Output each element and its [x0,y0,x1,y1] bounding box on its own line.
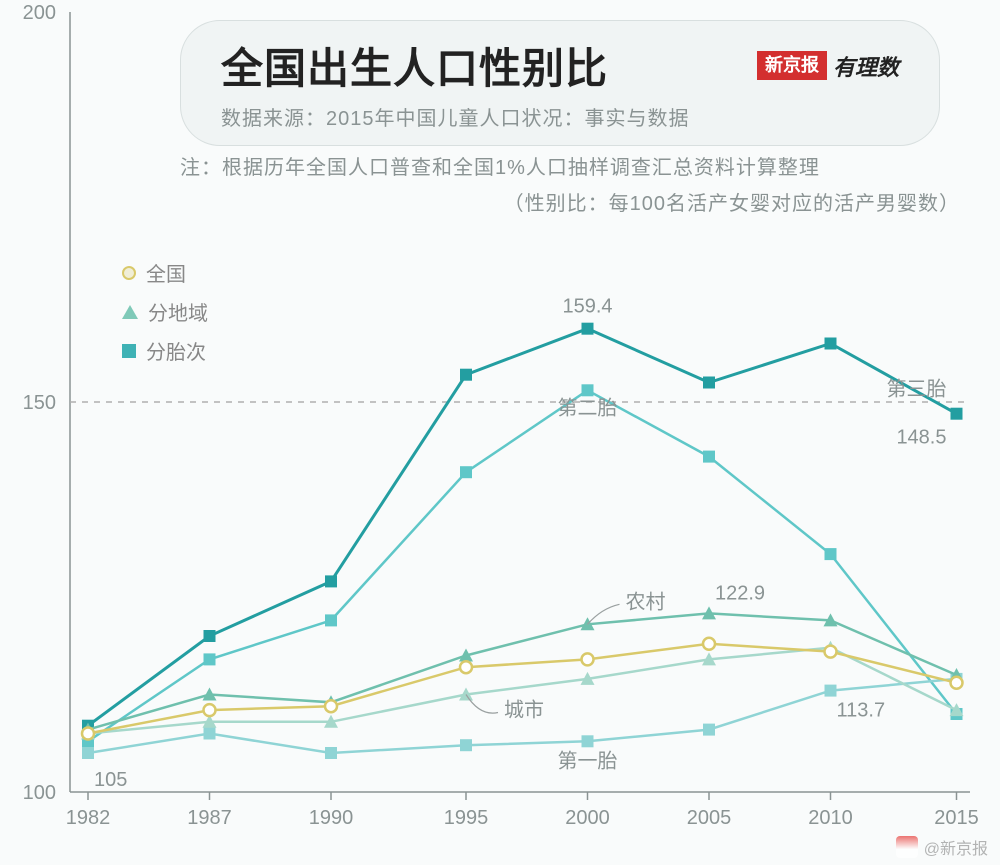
watermark-logo-icon [896,836,918,858]
svg-text:城市: 城市 [504,699,544,722]
svg-text:1990: 1990 [309,807,354,829]
svg-text:1982: 1982 [66,807,111,829]
svg-text:113.7: 113.7 [837,700,886,722]
watermark-text: @新京报 [924,835,988,859]
svg-text:2015: 2015 [934,807,979,829]
svg-text:1995: 1995 [444,807,489,829]
svg-text:100: 100 [23,782,56,804]
svg-text:150: 150 [23,392,56,414]
svg-text:2005: 2005 [687,807,732,829]
watermark: @新京报 [896,835,988,859]
svg-text:2010: 2010 [808,807,853,829]
svg-text:第三胎: 第三胎 [887,378,947,401]
svg-text:148.5: 148.5 [896,427,946,449]
svg-text:122.9: 122.9 [715,582,765,604]
line-chart: 100 150 200 1982 1987 1990 1995 2000 2005 2010 201… [0,0,1000,865]
svg-text:第一胎: 第一胎 [558,749,618,772]
svg-text:105: 105 [94,769,127,791]
svg-text:2000: 2000 [565,807,610,829]
svg-text:1987: 1987 [187,807,232,829]
svg-text:159.4: 159.4 [562,296,612,318]
svg-text:200: 200 [23,2,56,24]
svg-text:第二胎: 第二胎 [558,396,618,419]
svg-text:农村: 农村 [626,590,666,613]
